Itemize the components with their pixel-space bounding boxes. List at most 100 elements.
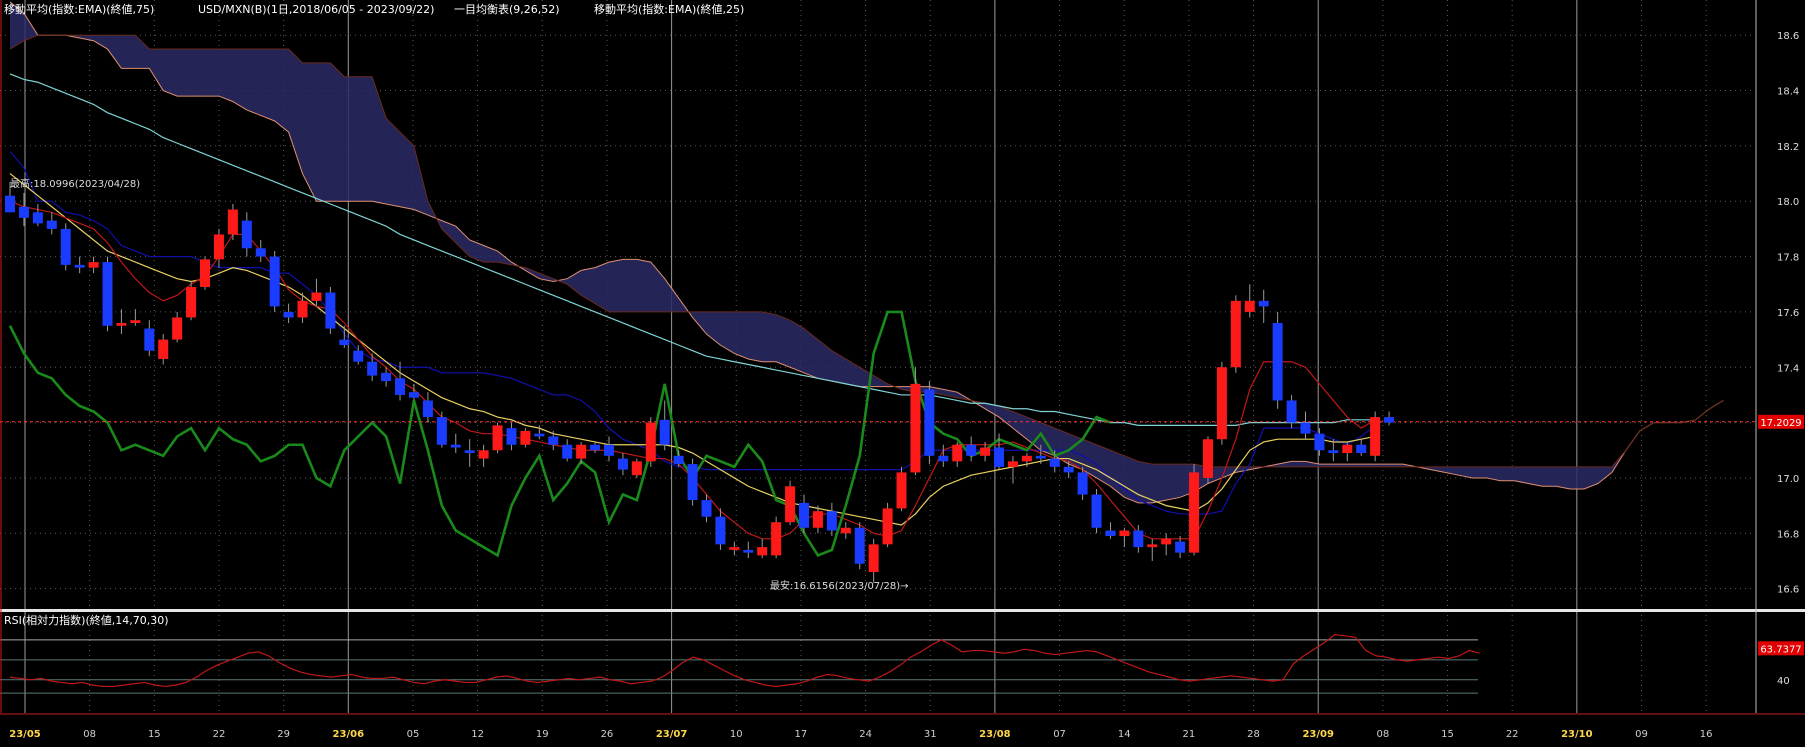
rsi-tag: 63.7377 (1760, 644, 1801, 655)
candle-body (520, 430, 531, 445)
candle-body (701, 500, 712, 517)
candle-body (186, 287, 197, 318)
candle-body (395, 378, 406, 395)
candle-body (241, 220, 252, 249)
x-tick-label: 05 (407, 729, 420, 740)
candle-body (74, 264, 85, 268)
candle (1035, 444, 1046, 465)
candle-body (381, 372, 392, 382)
candle (1216, 361, 1227, 445)
candle (450, 433, 461, 454)
candle-body (1063, 466, 1074, 473)
candle-body (1216, 367, 1227, 440)
candle-body (1244, 300, 1255, 312)
candle-body (785, 486, 796, 523)
candle (645, 417, 656, 467)
candle (255, 239, 266, 263)
x-tick-label: 08 (1376, 729, 1389, 740)
candle-body (1077, 472, 1088, 495)
candle-body (1189, 472, 1200, 553)
candle (576, 441, 587, 465)
candle-body (590, 444, 601, 451)
y-tick-label: 18.2 (1777, 142, 1799, 153)
candle (1175, 536, 1186, 559)
candle (1133, 524, 1144, 553)
x-tick-label: 23/06 (333, 729, 365, 740)
x-tick-label: 22 (213, 729, 226, 740)
candle (590, 441, 601, 454)
candle (506, 422, 517, 451)
candle-body (687, 464, 698, 501)
candle-body (1161, 538, 1172, 545)
candle (88, 256, 99, 274)
y-tick-label: 17.6 (1777, 308, 1799, 319)
candle (548, 430, 559, 451)
candle (562, 439, 573, 462)
candle-body (1119, 530, 1130, 537)
candle-body (269, 256, 280, 307)
candle (1105, 522, 1116, 539)
candle (339, 325, 350, 348)
candle-body (283, 311, 294, 318)
candle-body (729, 547, 740, 550)
candle (1202, 436, 1213, 484)
candle-body (631, 461, 642, 476)
candle-body (1272, 322, 1283, 401)
candle-body (1007, 461, 1018, 467)
candle (478, 444, 489, 467)
candle-body (325, 292, 336, 329)
candle-body (743, 549, 754, 553)
candle (1091, 489, 1102, 534)
candle-body (1202, 439, 1213, 478)
candle (659, 400, 670, 451)
candle (687, 458, 698, 506)
candle-body (1021, 455, 1032, 462)
candle (1342, 441, 1353, 462)
rsi-tag-box (1758, 641, 1804, 656)
low-annotation: 最安:16.6156(2023/07/28)→ (770, 579, 909, 592)
y-tick-label: 17.8 (1777, 253, 1799, 264)
candle (464, 439, 475, 467)
candle (353, 345, 364, 365)
ichimoku-cloud (9, 1, 1724, 504)
candle (241, 212, 252, 257)
cloud-area (10, 2, 1724, 503)
y-tick-label: 18.0 (1777, 197, 1799, 208)
candle-body (1328, 450, 1339, 454)
candle-body (812, 511, 823, 528)
candle (1119, 527, 1130, 548)
candle-body (1133, 530, 1144, 548)
candle (1272, 311, 1283, 409)
candle (910, 367, 921, 476)
y-tick-label: 18.6 (1777, 31, 1799, 42)
candle-body (1147, 544, 1158, 548)
candle-body (924, 389, 935, 456)
x-tick-label: 17 (795, 729, 808, 740)
candle-body (506, 428, 517, 445)
candle (743, 541, 754, 559)
candle (771, 516, 782, 559)
candle (1007, 455, 1018, 484)
candle (325, 287, 336, 335)
candle-body (172, 317, 183, 340)
candle-body (60, 228, 71, 265)
x-tick-label: 31 (924, 729, 937, 740)
candle-body (1175, 541, 1186, 553)
candle-body (882, 508, 893, 545)
x-tick-label: 28 (1247, 729, 1260, 740)
candle (436, 411, 447, 448)
header-ema25: 移動平均(指数:EMA)(終値,25) (594, 2, 744, 16)
candle (32, 204, 43, 227)
candle (715, 508, 726, 550)
candle-body (1286, 400, 1297, 423)
candle-body (952, 444, 963, 462)
candle (826, 502, 837, 537)
candle (938, 444, 949, 467)
candle (200, 256, 211, 290)
candle-body (910, 383, 921, 473)
candle-body (102, 262, 113, 326)
candle-body (617, 458, 628, 470)
